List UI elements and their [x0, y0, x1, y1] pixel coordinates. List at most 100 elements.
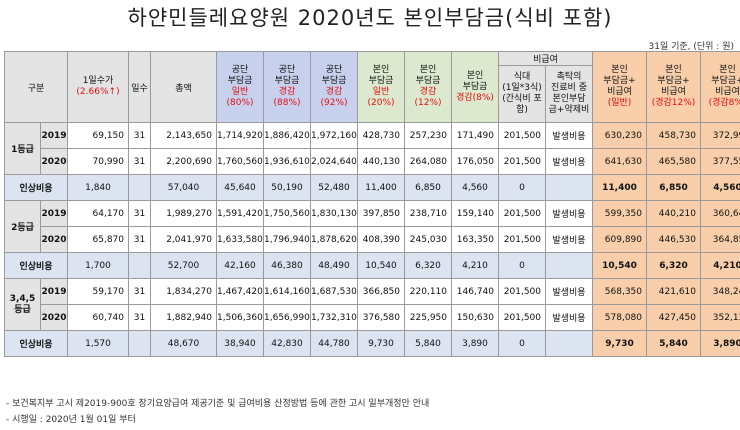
hdr-meal-4: 함): [516, 105, 528, 115]
meal-cell: 0: [498, 252, 546, 279]
total-reduce8-cell: 3,890: [700, 330, 740, 357]
hdr-sg-1: 본인: [372, 65, 390, 75]
days-cell: [128, 174, 151, 201]
hdr-p12-1: 공단: [278, 65, 296, 75]
header-row-top: 구분 1일수가 (2.66%↑) 일수 총액 공단 부담금 일반 (80%) 공…: [4, 51, 740, 123]
public-reduce12-cell: 42,830: [263, 330, 311, 357]
public-reduce12-cell: 46,380: [263, 252, 311, 279]
total-reduce12-cell: 5,840: [646, 330, 701, 357]
total-cell: 2,041,970: [150, 226, 217, 253]
days-cell: 31: [128, 148, 151, 175]
total-reduce8-cell: 360,640: [700, 200, 740, 227]
special-cell: [545, 330, 593, 357]
fee-table: 구분 1일수가 (2.66%↑) 일수 총액 공단 부담금 일반 (80%) 공…: [4, 51, 740, 357]
hdr-s12-2: 부담금: [415, 76, 441, 86]
hdr-tg-1: 본인: [611, 65, 628, 75]
public-reduce8-cell: 1,972,160: [310, 122, 358, 149]
header-noncovered: 비급여: [498, 51, 593, 66]
total-reduce8-cell: 4,560: [700, 174, 740, 201]
total-reduce12-cell: 427,450: [646, 304, 701, 331]
total-reduce12-cell: 6,850: [646, 174, 701, 201]
year-cell: 2019: [40, 278, 68, 305]
table-row: 2020 60,740 31 1,882,940 1,506,360 1,656…: [5, 304, 740, 331]
hdr-sp-4: 금+약제비: [548, 105, 590, 115]
self-reduce8-cell: 176,050: [451, 148, 499, 175]
special-cell: 발생비용: [545, 304, 593, 331]
grade-label-b: 등급: [14, 304, 31, 315]
public-reduce8-cell: 1,878,620: [310, 226, 358, 253]
hdr-sp-3: 본인부담: [552, 94, 586, 104]
total-reduce8-cell: 4,210: [700, 252, 740, 279]
daily-cell: 1,570: [67, 330, 129, 357]
hdr-tg-2: 부담금+: [603, 76, 636, 86]
hdr-s8-1: 본인: [466, 70, 484, 81]
header-category: 구분: [4, 51, 68, 123]
total-reduce12-cell: 458,730: [646, 122, 701, 149]
total-reduce12-cell: 6,320: [646, 252, 701, 279]
public-reduce12-cell: 1,936,610: [263, 148, 311, 175]
hdr-pg-2: 부담금: [227, 76, 253, 86]
public-general-cell: 1,591,420: [216, 200, 264, 227]
public-reduce12-cell: 50,190: [263, 174, 311, 201]
self-reduce12-cell: 6,320: [404, 252, 452, 279]
hdr-tg-4: (일반): [607, 98, 632, 108]
increase-label: 인상비용: [4, 330, 68, 357]
self-general-cell: 366,850: [357, 278, 405, 305]
special-cell: [545, 174, 593, 201]
self-reduce8-cell: 3,890: [451, 330, 499, 357]
daily-cell: 1,840: [67, 174, 129, 201]
header-daily-rate-label: 1일수가: [82, 76, 114, 86]
header-daily-rate: 1일수가 (2.66%↑): [67, 51, 129, 123]
public-general-cell: 1,506,360: [216, 304, 264, 331]
grade-label: 2등급: [4, 200, 41, 253]
total-reduce12-cell: 421,610: [646, 278, 701, 305]
total-general-cell: 630,230: [592, 122, 647, 149]
hdr-p8-4: (92%): [320, 98, 348, 108]
hdr-pg-1: 공단: [231, 65, 249, 75]
days-cell: [128, 252, 151, 279]
public-reduce8-cell: 52,480: [310, 174, 358, 201]
total-reduce8-cell: 377,550: [700, 148, 740, 175]
table-row: 1등급 2019 69,150 31 2,143,650 1,714,920 1…: [4, 122, 740, 175]
header-self-reduce12: 본인 부담금 경감 (12%): [404, 51, 452, 123]
self-general-cell: 440,130: [357, 148, 405, 175]
year-cell: 2019: [40, 200, 68, 227]
hdr-s12-3: 경감: [419, 87, 437, 97]
daily-cell: 60,740: [67, 304, 129, 331]
hdr-t8-2: 부담금+: [711, 76, 740, 86]
self-reduce12-cell: 245,030: [404, 226, 452, 253]
public-reduce8-cell: 1,732,310: [310, 304, 358, 331]
hdr-t12-2: 부담금+: [657, 76, 690, 86]
increase-row: 인상비용 1,700 52,700 42,160 46,380 48,490 1…: [4, 252, 740, 279]
total-reduce8-cell: 372,990: [700, 122, 740, 149]
self-general-cell: 10,540: [357, 252, 405, 279]
total-reduce12-cell: 440,210: [646, 200, 701, 227]
public-general-cell: 38,940: [216, 330, 264, 357]
self-reduce12-cell: 6,850: [404, 174, 452, 201]
hdr-p8-1: 공단: [325, 65, 343, 75]
page-title: 하얀민들레요양원 2020년도 본인부담금(식비 포함): [127, 6, 613, 30]
hdr-p12-3: 경감: [278, 87, 296, 97]
meal-cell: 0: [498, 330, 546, 357]
total-cell: 1,834,270: [150, 278, 217, 305]
hdr-t12-3: 비급여: [661, 87, 686, 97]
daily-cell: 59,170: [67, 278, 129, 305]
header-days: 일수: [128, 51, 151, 123]
public-reduce8-cell: 1,830,130: [310, 200, 358, 227]
self-general-cell: 9,730: [357, 330, 405, 357]
year-cell: 2020: [40, 226, 68, 253]
header-meal: 식대 (1일*3식) (간식비 포 함): [498, 65, 546, 123]
days-cell: [128, 330, 151, 357]
special-cell: [545, 252, 593, 279]
total-cell: 57,040: [150, 174, 217, 201]
self-reduce8-cell: 150,630: [451, 304, 499, 331]
header-self-reduce8: 본인 부담금 경감(8%): [451, 51, 499, 123]
daily-cell: 69,150: [67, 122, 129, 149]
hdr-t8-1: 본인: [719, 65, 736, 75]
self-reduce8-cell: 4,560: [451, 174, 499, 201]
header-public-general: 공단 부담금 일반 (80%): [216, 51, 264, 123]
meal-cell: 201,500: [498, 226, 546, 253]
total-general-cell: 568,350: [592, 278, 647, 305]
total-reduce12-cell: 465,580: [646, 148, 701, 175]
public-reduce12-cell: 1,656,990: [263, 304, 311, 331]
